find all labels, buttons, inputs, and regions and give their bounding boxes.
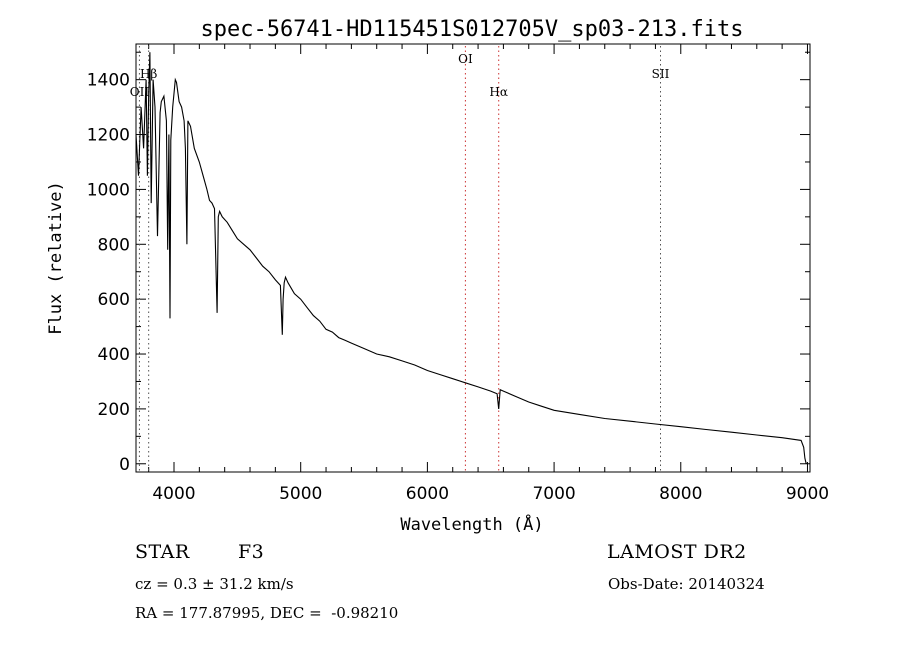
chart-title: spec-56741-HD115451S012705V_sp03-213.fit… <box>200 17 743 42</box>
line-marker-label: Hα <box>489 85 508 99</box>
x-tick-label: 8000 <box>659 484 702 504</box>
x-tick-label: 4000 <box>152 484 195 504</box>
y-tick-label: 0 <box>119 455 130 475</box>
coordinates-text: RA = 177.87995, DEC = -0.98210 <box>135 604 399 622</box>
line-marker-label: Hβ <box>140 67 157 81</box>
line-markers: OII Hβ OI Hα SII <box>130 46 670 472</box>
y-tick-label: 1400 <box>87 71 130 91</box>
plot-frame <box>135 43 811 473</box>
spectrum-chart: spec-56741-HD115451S012705V_sp03-213.fit… <box>46 17 829 535</box>
line-marker-label: OI <box>458 52 473 66</box>
y-tick-label: 400 <box>98 345 130 365</box>
y-tick-label: 200 <box>98 400 130 420</box>
x-tick-label: 9000 <box>786 484 829 504</box>
redshift-text: cz = 0.3 ± 31.2 km/s <box>135 575 294 593</box>
y-tick-label: 1000 <box>87 180 130 200</box>
object-subclass: F3 <box>238 541 265 563</box>
object-class: STAR <box>135 541 190 563</box>
y-axis-label: Flux (relative) <box>46 181 66 335</box>
y-tick-label: 800 <box>98 235 130 255</box>
survey-name: LAMOST DR2 <box>607 541 747 563</box>
spectrum-line <box>135 52 807 464</box>
obs-date-text: Obs-Date: 20140324 <box>608 575 765 593</box>
x-axis-label: Wavelength (Å) <box>400 513 543 535</box>
line-marker-label: OII <box>130 85 150 99</box>
x-tick-label: 5000 <box>279 484 322 504</box>
x-tick-label: 7000 <box>532 484 575 504</box>
x-tick-label: 6000 <box>406 484 449 504</box>
line-marker-label: SII <box>652 67 670 81</box>
y-tick-label: 600 <box>98 290 130 310</box>
y-tick-label: 1200 <box>87 126 130 146</box>
plot-axes: 4000 5000 6000 7000 8000 9000 0 200 400 600 800 100… <box>87 43 829 504</box>
